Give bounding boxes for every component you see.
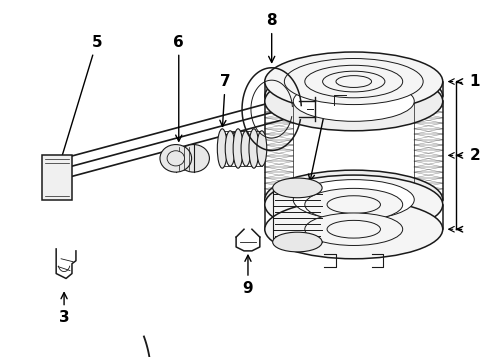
Ellipse shape	[305, 188, 403, 221]
Ellipse shape	[160, 145, 192, 172]
Ellipse shape	[327, 196, 380, 213]
Ellipse shape	[241, 131, 251, 166]
Ellipse shape	[305, 213, 403, 246]
Text: 3: 3	[59, 293, 70, 325]
Ellipse shape	[272, 232, 322, 252]
Text: 4: 4	[308, 84, 334, 181]
Ellipse shape	[233, 129, 243, 168]
Ellipse shape	[293, 81, 414, 121]
Ellipse shape	[218, 129, 227, 168]
Ellipse shape	[327, 220, 380, 238]
Ellipse shape	[322, 71, 385, 92]
Text: 9: 9	[243, 255, 253, 296]
Bar	[42, 156, 72, 200]
Ellipse shape	[284, 59, 423, 105]
Ellipse shape	[265, 200, 443, 259]
Ellipse shape	[167, 151, 185, 166]
Text: 6: 6	[173, 35, 184, 141]
Ellipse shape	[265, 175, 443, 234]
Ellipse shape	[265, 170, 443, 229]
Ellipse shape	[257, 131, 267, 166]
Ellipse shape	[265, 72, 443, 131]
Text: 2: 2	[469, 148, 480, 163]
Ellipse shape	[336, 76, 371, 87]
Ellipse shape	[178, 145, 209, 172]
Ellipse shape	[225, 131, 235, 166]
Text: 8: 8	[267, 13, 277, 62]
Text: 7: 7	[220, 74, 230, 126]
Ellipse shape	[305, 65, 403, 98]
Ellipse shape	[249, 129, 259, 168]
Ellipse shape	[265, 52, 443, 111]
Ellipse shape	[293, 180, 414, 220]
Ellipse shape	[265, 67, 443, 126]
Text: 1: 1	[469, 74, 480, 89]
Ellipse shape	[272, 178, 322, 198]
Text: 5: 5	[57, 35, 102, 168]
